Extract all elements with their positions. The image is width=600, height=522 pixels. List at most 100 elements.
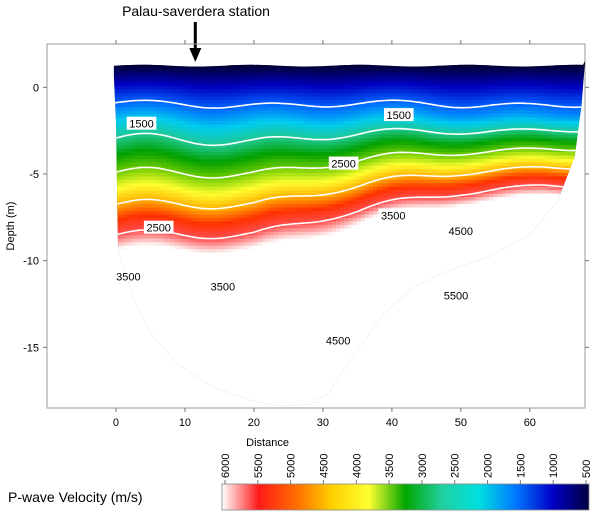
heatmap-cell: [273, 148, 279, 153]
heatmap-cell: [153, 71, 159, 76]
heatmap-cell: [261, 352, 267, 357]
heatmap-cell: [137, 283, 143, 288]
heatmap-cell: [215, 328, 221, 333]
heatmap-cell: [133, 252, 138, 257]
heatmap-cell: [166, 272, 172, 277]
heatmap-cell: [269, 328, 275, 333]
heatmap-cell: [113, 390, 118, 395]
heatmap-cell: [195, 262, 201, 267]
heatmap-cell: [282, 61, 287, 62]
heatmap-cell: [120, 290, 126, 295]
heatmap-cell: [298, 366, 304, 371]
heatmap-cell: [249, 161, 254, 166]
heatmap-cell: [307, 345, 312, 350]
heatmap-cell: [203, 317, 209, 322]
heatmap-cell: [265, 144, 271, 149]
heatmap-cell: [129, 387, 134, 392]
heatmap-cell: [153, 331, 159, 336]
heatmap-cell: [240, 196, 246, 201]
heatmap-cell: [236, 297, 242, 302]
heatmap-cell: [182, 175, 188, 180]
heatmap-cell: [158, 158, 163, 163]
heatmap-cell: [249, 213, 254, 218]
heatmap-cell: [166, 383, 172, 388]
heatmap-cell: [158, 310, 163, 315]
heatmap-cell: [129, 317, 134, 322]
heatmap-cell: [302, 231, 308, 236]
heatmap-cell: [129, 362, 134, 367]
heatmap-cell: [282, 85, 287, 90]
heatmap-cell: [191, 359, 196, 364]
heatmap-cell: [207, 234, 213, 239]
heatmap-cell: [244, 220, 250, 225]
heatmap-cell: [315, 387, 321, 392]
heatmap-cell: [182, 262, 188, 267]
heatmap-cell: [149, 376, 155, 381]
heatmap-cell: [265, 307, 271, 312]
heatmap-cell: [265, 376, 271, 381]
heatmap-cell: [257, 148, 263, 153]
heatmap-cell: [182, 154, 188, 159]
heatmap-cell: [116, 304, 122, 309]
heatmap-cell: [232, 227, 238, 232]
heatmap-cell: [149, 68, 155, 73]
heatmap-cell: [153, 89, 159, 94]
heatmap-cell: [137, 78, 143, 83]
heatmap-cell: [166, 373, 172, 378]
heatmap-cell: [302, 71, 308, 76]
heatmap-cell: [232, 248, 238, 253]
heatmap-cell: [203, 154, 209, 159]
heatmap-cell: [113, 186, 118, 191]
heatmap-cell: [158, 290, 163, 295]
heatmap-cell: [137, 317, 143, 322]
heatmap-cell: [298, 314, 304, 319]
heatmap-cell: [120, 196, 126, 201]
heatmap-cell: [203, 158, 209, 163]
heatmap-cell: [141, 168, 147, 173]
heatmap-cell: [207, 61, 213, 62]
heatmap-cell: [153, 113, 159, 118]
heatmap-cell: [311, 310, 316, 315]
heatmap-cell: [178, 265, 184, 270]
heatmap-cell: [162, 307, 167, 312]
heatmap-cell: [166, 213, 172, 218]
heatmap-cell: [158, 217, 163, 222]
heatmap-cell: [141, 109, 147, 114]
heatmap-cell: [166, 387, 172, 392]
heatmap-cell: [311, 168, 316, 173]
heatmap-cell: [203, 130, 209, 135]
heatmap-cell: [215, 210, 221, 215]
heatmap-cell: [265, 92, 271, 97]
heatmap-cell: [182, 68, 188, 73]
heatmap-cell: [141, 61, 147, 66]
heatmap-cell: [257, 262, 263, 267]
heatmap-cell: [195, 272, 201, 277]
heatmap-cell: [207, 359, 213, 364]
heatmap-cell: [298, 144, 304, 149]
heatmap-cell: [244, 144, 250, 149]
heatmap-cell: [236, 345, 242, 350]
heatmap-cell: [182, 137, 188, 142]
heatmap-cell: [232, 213, 238, 218]
heatmap-cell: [273, 227, 279, 232]
heatmap-cell: [294, 196, 300, 201]
heatmap-cell: [290, 109, 296, 114]
heatmap-cell: [302, 75, 308, 80]
heatmap-cell: [207, 161, 213, 166]
heatmap-cell: [240, 383, 246, 388]
heatmap-cell: [236, 120, 242, 125]
heatmap-cell: [228, 193, 234, 198]
heatmap-cell: [191, 96, 196, 101]
heatmap-cell: [191, 161, 196, 166]
heatmap-cell: [149, 314, 155, 319]
heatmap-cell: [290, 179, 296, 184]
heatmap-cell: [286, 262, 292, 267]
heatmap-cell: [298, 345, 304, 350]
heatmap-cell: [220, 64, 225, 69]
heatmap-cell: [178, 106, 184, 111]
heatmap-cell: [199, 217, 205, 222]
heatmap-cell: [294, 314, 300, 319]
heatmap-cell: [203, 96, 209, 101]
heatmap-cell: [265, 137, 271, 142]
heatmap-cell: [162, 116, 167, 121]
